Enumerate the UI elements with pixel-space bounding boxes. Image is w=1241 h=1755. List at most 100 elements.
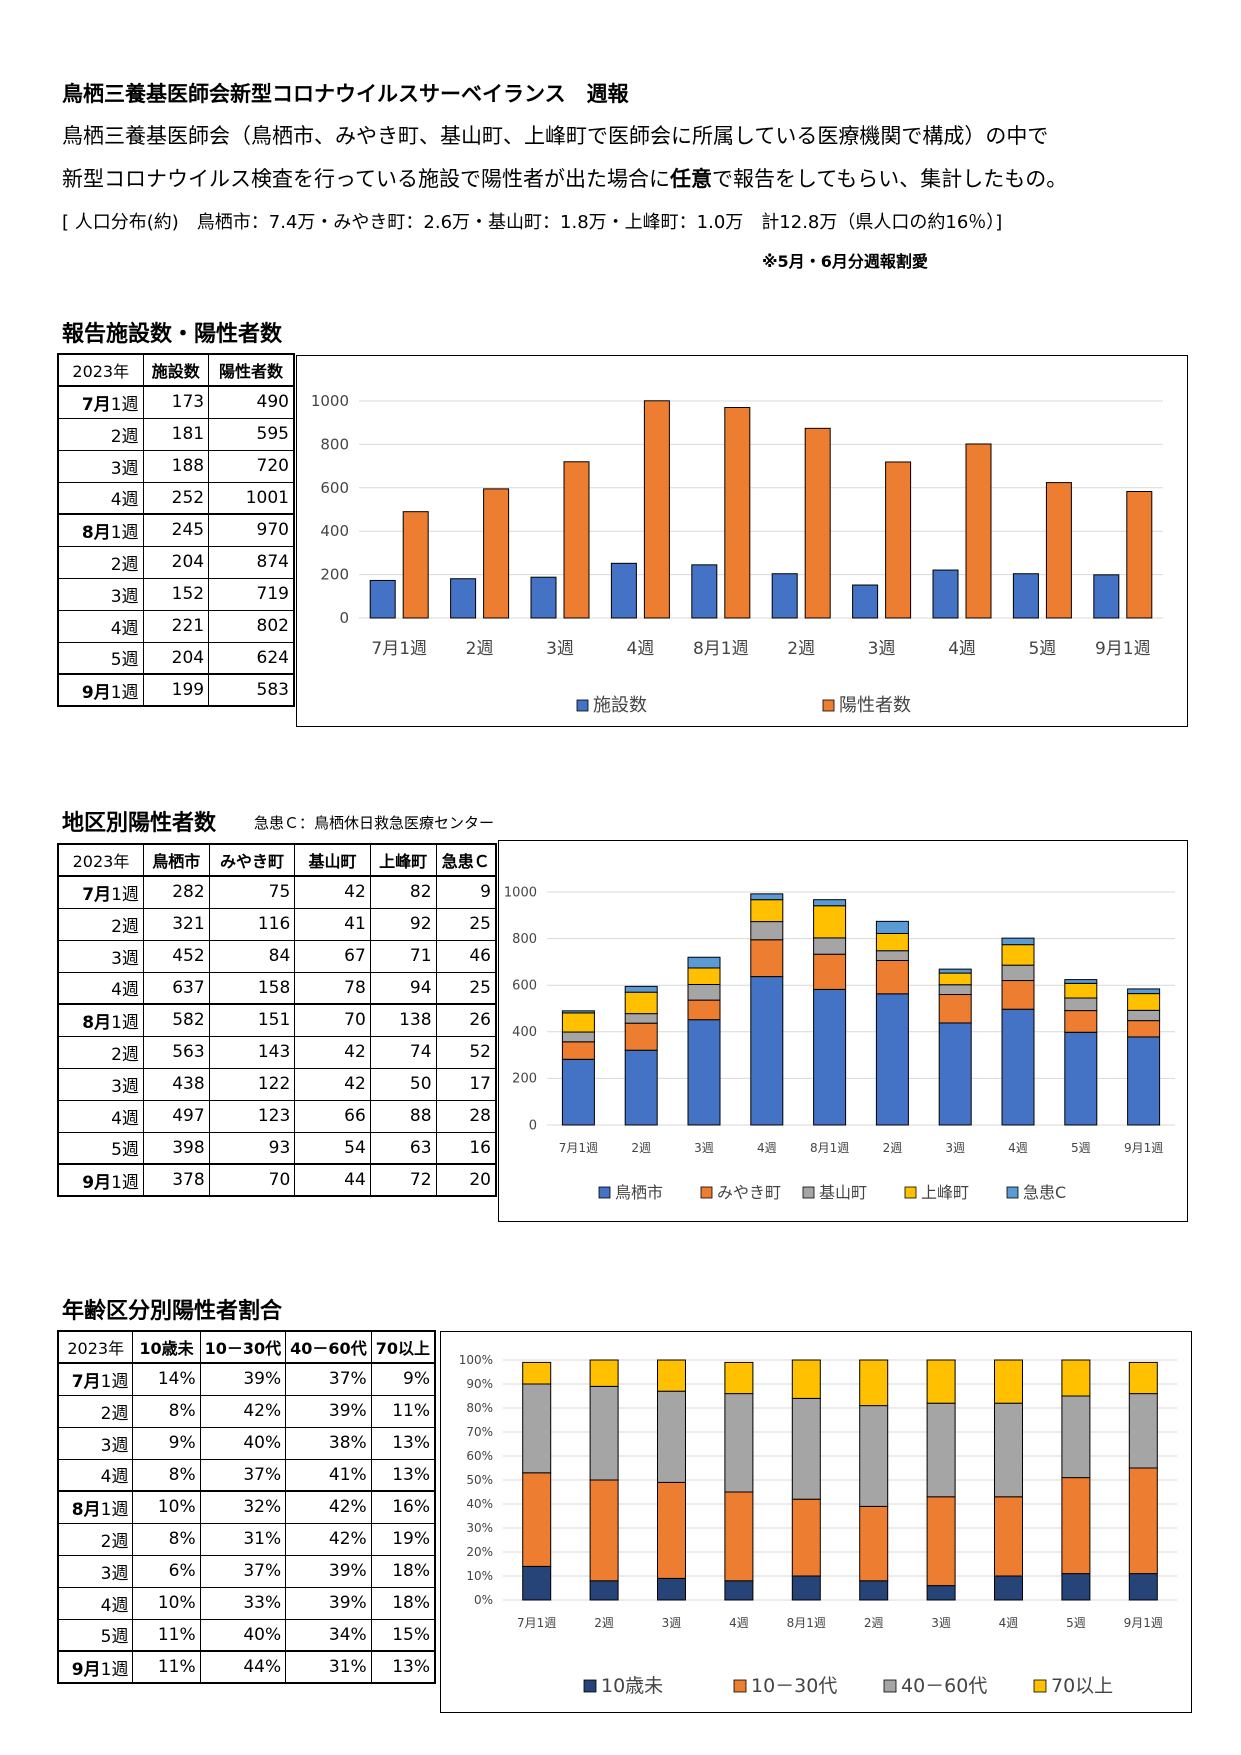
table-cell: 11% xyxy=(370,1394,436,1428)
week-number: 2週 xyxy=(110,426,139,447)
legend-swatch xyxy=(904,1186,917,1199)
table-cell: 13% xyxy=(370,1458,436,1492)
week-label: 3週 xyxy=(57,1067,144,1101)
week-label: 7月1週 xyxy=(57,1362,134,1396)
table-cell: 11% xyxy=(132,1650,201,1684)
table-cell: 63 xyxy=(369,1131,437,1165)
table-cell: 94 xyxy=(369,971,437,1005)
x-tick-label: 7月1週 xyxy=(517,1616,556,1630)
bar-segment xyxy=(1128,1393,1158,1469)
table-cell: 282 xyxy=(142,875,210,909)
intro-line-1: 鳥栖三養基医師会（鳥栖市、みやき町、基山町、上峰町で医師会に所属している医療機関… xyxy=(62,124,1049,148)
table-cell: 44 xyxy=(294,1163,371,1197)
table-cell: 50 xyxy=(369,1067,437,1101)
bar-segment xyxy=(561,1010,595,1014)
week-label: 2週 xyxy=(57,417,144,451)
y-tick-label: 200 xyxy=(512,1072,537,1087)
week-label: 5週 xyxy=(57,641,144,675)
bar-segment xyxy=(1064,1031,1098,1126)
table-cell: 92 xyxy=(369,907,437,941)
table-cell: 25 xyxy=(435,971,497,1005)
y-tick-label: 0 xyxy=(529,1118,537,1133)
bar xyxy=(450,578,477,619)
table-row: 3週 452 84 67 71 46 xyxy=(57,939,497,973)
week-number: 1週 xyxy=(100,1499,129,1520)
table-cell: 42% xyxy=(199,1394,287,1428)
bar-segment xyxy=(1064,982,1098,999)
legend-swatch xyxy=(733,1679,747,1693)
week-label: 2週 xyxy=(57,545,144,579)
y-tick-label: 100% xyxy=(459,1353,493,1367)
section2-subtitle: 急患Ｃ：鳥栖休日救急医療センター xyxy=(254,814,495,832)
bar-segment xyxy=(994,1496,1023,1577)
bar-segment xyxy=(1001,980,1035,1010)
bar-segment xyxy=(561,1058,595,1126)
table-cell: 14% xyxy=(132,1362,201,1396)
week-number: 1週 xyxy=(110,522,139,543)
bar-segment xyxy=(561,1031,595,1043)
legend-label: 70以上 xyxy=(1051,1675,1113,1697)
y-tick-label: 30% xyxy=(466,1521,493,1535)
week-label: 3週 xyxy=(57,939,144,973)
legend-label: 急患C xyxy=(1023,1183,1066,1202)
table-row: 2週 321 116 41 92 25 xyxy=(57,907,497,941)
y-tick-label: 800 xyxy=(320,435,349,453)
table-cell: 26 xyxy=(435,1003,497,1037)
bar-segment xyxy=(938,972,972,986)
table-cell: 40% xyxy=(199,1426,287,1460)
y-tick-label: 40% xyxy=(466,1497,493,1511)
page-title: 鳥栖三養基医師会新型コロナウイルスサーベイランス 週報 xyxy=(62,82,629,106)
table-cell: 42% xyxy=(285,1522,372,1556)
table-cell: 19% xyxy=(370,1522,436,1556)
table3-header-2: 10－30代 xyxy=(199,1330,287,1364)
week-label: 7月1週 xyxy=(57,875,144,909)
table-cell: 16 xyxy=(435,1131,497,1165)
week-label: 3週 xyxy=(57,449,144,483)
week-label: 9月1週 xyxy=(57,1650,134,1684)
table-cell: 37% xyxy=(199,1458,287,1492)
table-cell: 78 xyxy=(294,971,371,1005)
month-label: 8月 xyxy=(81,522,111,543)
x-tick-label: 4週 xyxy=(999,1616,1019,1630)
table3-header-4: 70以上 xyxy=(370,1330,436,1364)
legend-label: 鳥栖市 xyxy=(615,1183,663,1202)
bar xyxy=(1126,490,1153,619)
bar-segment xyxy=(938,968,972,974)
table1-header-0: 2023年 xyxy=(57,353,144,387)
table-cell: 173 xyxy=(142,385,210,419)
week-label: 8月1週 xyxy=(57,1003,144,1037)
table-row: 2週 563 143 42 74 52 xyxy=(57,1035,497,1069)
legend-label: 陽性者数 xyxy=(839,695,911,716)
table-cell: 34% xyxy=(285,1618,372,1652)
bar xyxy=(530,576,557,619)
table-cell: 563 xyxy=(142,1035,210,1069)
bar-segment xyxy=(994,1402,1023,1498)
bar-segment xyxy=(875,920,909,934)
bar-segment xyxy=(724,1361,754,1395)
y-tick-label: 80% xyxy=(466,1401,493,1415)
y-tick-label: 10% xyxy=(466,1569,493,1583)
table-row: 3週 9% 40% 38% 13% xyxy=(57,1426,436,1460)
omission-note: ※5月・6月分週報割愛 xyxy=(762,252,928,271)
x-tick-label: 3週 xyxy=(546,639,574,659)
population-note: [ 人口分布(約) 鳥栖市：7.4万・みやき町：2.6万・基山町：1.8万・上峰… xyxy=(62,212,1003,233)
week-number: 1週 xyxy=(110,682,139,703)
table-cell: 13% xyxy=(370,1426,436,1460)
district-table: 2023年 鳥栖市 みやき町 基山町 上峰町 急患Ｃ 7月1週 282 75 42 82 9 2週 321… xyxy=(57,843,497,1197)
month-label: 9月 xyxy=(81,682,111,703)
table-cell: 6% xyxy=(132,1554,201,1588)
week-number: 2週 xyxy=(111,1044,139,1065)
bar-segment xyxy=(687,1019,721,1126)
bar-segment xyxy=(522,1361,552,1385)
y-tick-label: 50% xyxy=(466,1473,493,1487)
bar-segment xyxy=(522,1383,552,1474)
bar xyxy=(885,461,912,619)
table-row: 7月1週 173 490 xyxy=(57,385,295,419)
table-cell: 72 xyxy=(369,1163,437,1197)
legend-label: 基山町 xyxy=(819,1183,867,1202)
week-label: 4週 xyxy=(57,609,144,643)
x-tick-label: 4週 xyxy=(729,1616,749,1630)
y-tick-label: 400 xyxy=(512,1025,537,1040)
x-tick-label: 5週 xyxy=(1071,1141,1091,1155)
table-row: 4週 221 802 xyxy=(57,609,295,643)
